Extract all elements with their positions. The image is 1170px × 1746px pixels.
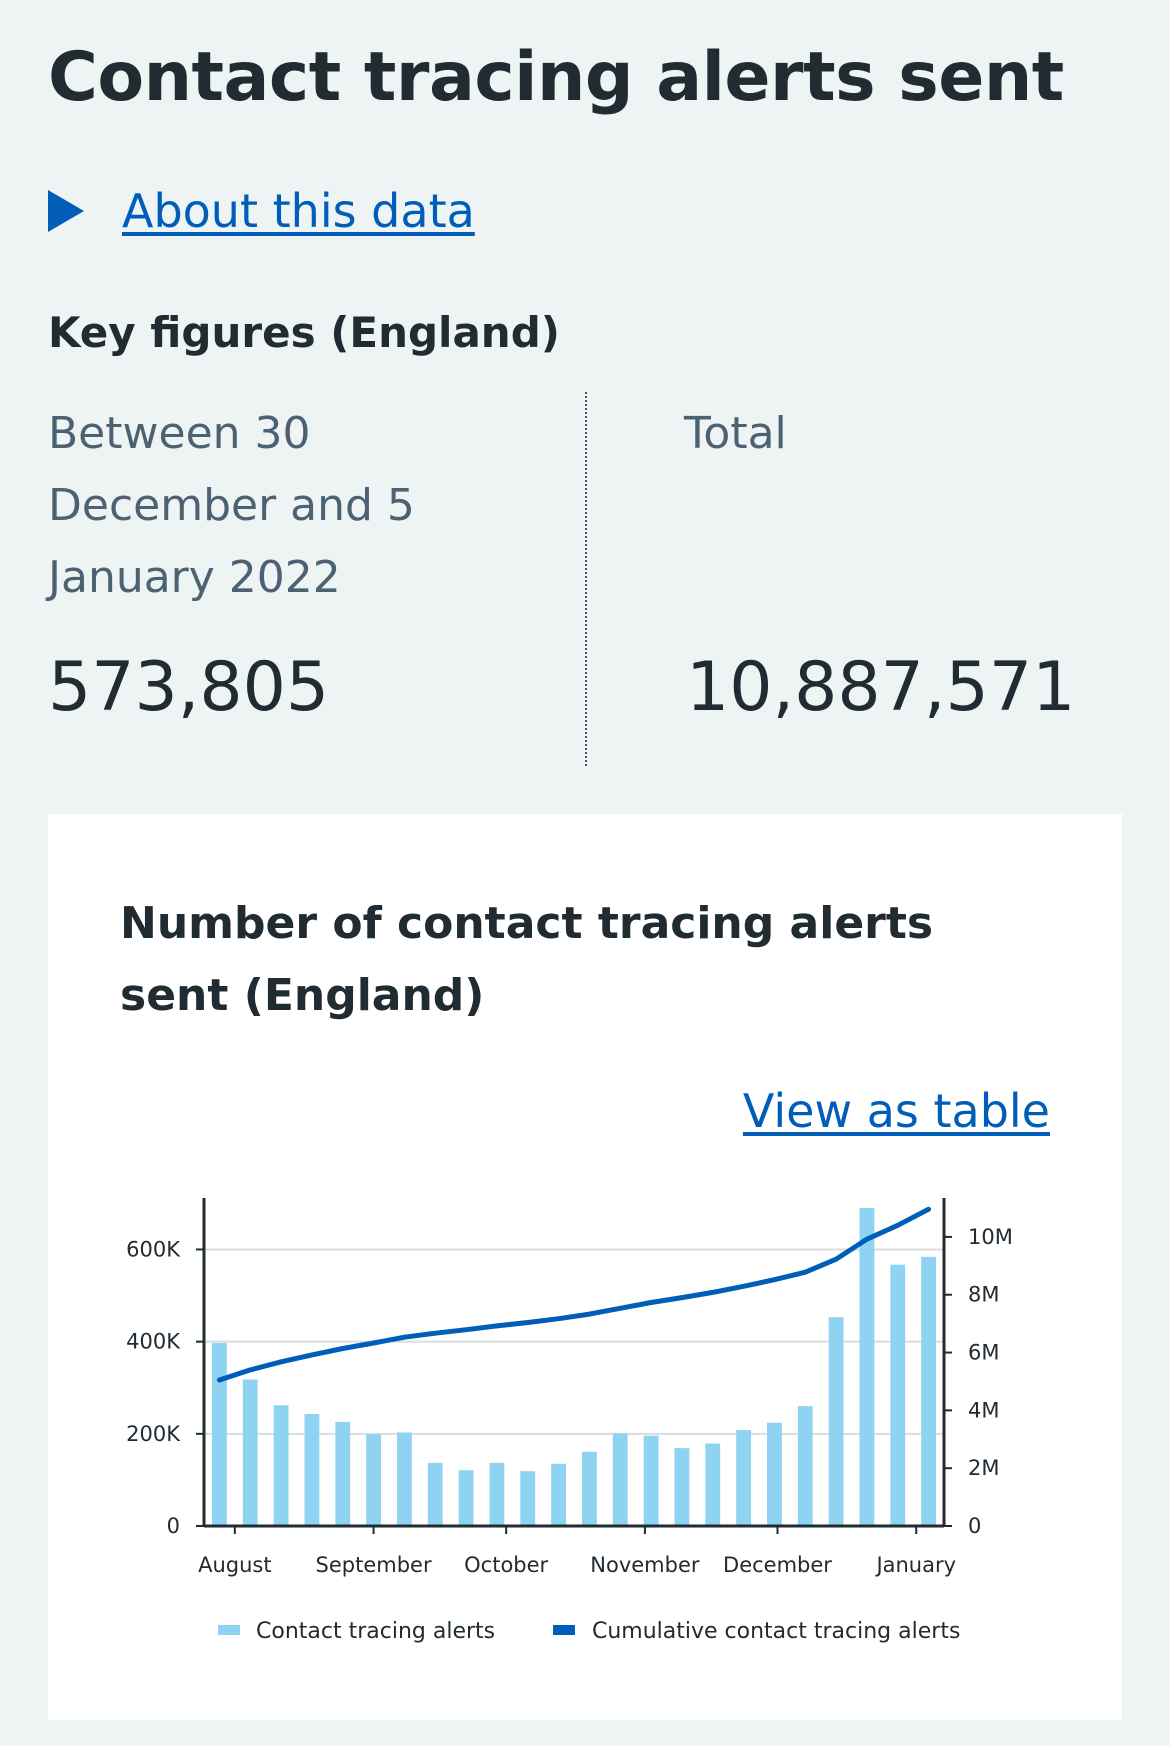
key-figures-divider: [585, 392, 587, 766]
bar: [520, 1471, 536, 1526]
chart-title: Number of contact tracing alerts sent (E…: [120, 898, 934, 1021]
bar: [705, 1443, 721, 1526]
bar: [551, 1463, 566, 1526]
bar: [212, 1343, 227, 1526]
bar: [458, 1470, 474, 1526]
total-label: Total: [684, 408, 787, 459]
bar: [797, 1406, 813, 1526]
total-value: 10,887,571: [686, 648, 1076, 727]
legend-label-bars: Contact tracing alerts: [256, 1619, 495, 1644]
legend-swatch-bars: [218, 1625, 240, 1635]
x-tick-label: September: [316, 1553, 432, 1577]
bar: [242, 1379, 258, 1526]
bar: [736, 1430, 751, 1526]
period-label: Between 30 December and 5 January 2022: [48, 408, 415, 603]
y-left-tick-label: 0: [167, 1514, 180, 1538]
bar: [489, 1462, 505, 1526]
bar: [304, 1414, 320, 1526]
y-right-tick-label: 10M: [968, 1225, 1013, 1249]
y-right-tick-label: 2M: [968, 1456, 999, 1480]
x-tick-label: December: [723, 1553, 832, 1577]
x-tick-label: October: [464, 1553, 548, 1577]
legend-label-line: Cumulative contact tracing alerts: [592, 1619, 960, 1644]
y-right-tick-label: 4M: [968, 1398, 999, 1422]
bar: [921, 1256, 936, 1526]
bar: [828, 1317, 844, 1526]
y-left-tick-label: 600K: [126, 1237, 181, 1261]
bar: [335, 1421, 351, 1526]
bar: [612, 1433, 628, 1526]
key-figure-total: Total 10,887,571: [684, 398, 1124, 727]
bar: [397, 1432, 412, 1526]
disclosure-triangle-icon[interactable]: [48, 190, 84, 232]
y-right-tick-label: 6M: [968, 1341, 999, 1365]
x-tick-label: August: [198, 1553, 272, 1577]
key-figures-title: Key figures (England): [48, 308, 560, 357]
bar: [767, 1422, 782, 1526]
chart-panel: Number of contact tracing alerts sent (E…: [48, 814, 1122, 1720]
y-left-tick-label: 200K: [126, 1422, 181, 1446]
bar: [674, 1448, 690, 1526]
cumulative-line: [216, 1206, 932, 1383]
y-left-tick-label: 400K: [126, 1330, 181, 1354]
bar: [427, 1462, 443, 1526]
bar: [273, 1405, 289, 1526]
view-as-table-link[interactable]: View as table: [742, 1084, 1050, 1138]
page-title: Contact tracing alerts sent: [48, 38, 1064, 117]
period-value: 573,805: [48, 648, 330, 727]
legend-swatch-line: [553, 1625, 575, 1635]
key-figure-period: Between 30 December and 5 January 2022 5…: [48, 398, 488, 727]
bar: [890, 1264, 906, 1526]
bar: [859, 1208, 875, 1526]
x-tick-label: January: [874, 1553, 956, 1577]
bar: [366, 1434, 381, 1526]
combo-chart: 0 200K 400K 600K 0 2M 4M 6M 8M 10M August September…: [126, 1198, 1013, 1644]
y-right-tick-label: 0: [968, 1514, 981, 1538]
x-tick-label: November: [590, 1553, 700, 1577]
bar: [643, 1435, 659, 1526]
about-data-link[interactable]: About this data: [122, 184, 475, 238]
bar: [582, 1451, 597, 1526]
y-right-tick-label: 8M: [968, 1283, 999, 1307]
about-data-disclosure[interactable]: About this data: [48, 184, 475, 238]
